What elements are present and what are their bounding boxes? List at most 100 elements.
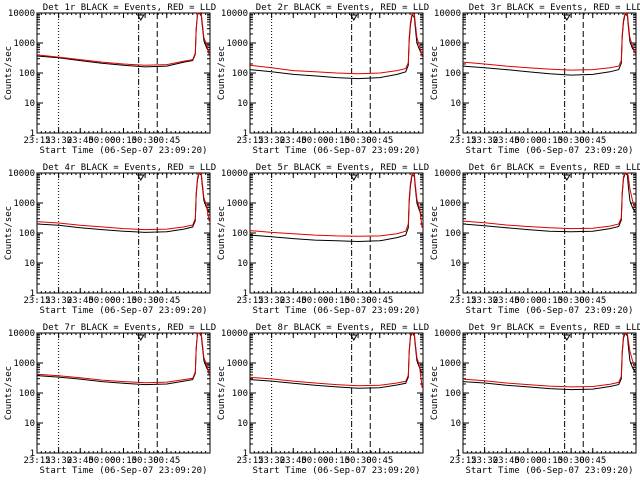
y-tick-label: 10000 — [8, 329, 35, 339]
x-tick-label: 23:30 — [471, 296, 498, 306]
trigger-marker-icon — [136, 334, 145, 341]
x-tick-label: 23:15 — [236, 456, 263, 466]
y-tick-label: 1 — [243, 129, 248, 139]
series-line-events — [36, 12, 210, 68]
y-tick-label: 1 — [456, 129, 461, 139]
y-axis-label: Counts/sec — [217, 46, 227, 100]
x-tick-label: 23:15 — [23, 456, 50, 466]
trigger-marker-icon — [562, 14, 571, 21]
x-tick-label: 00:30 — [345, 136, 372, 146]
x-tick-label: 23:30 — [258, 136, 285, 146]
x-axis-label: Start Time (06-Sep-07 23:09:20) — [466, 466, 634, 476]
x-axis-label: Start Time (06-Sep-07 23:09:20) — [466, 146, 634, 156]
y-axis-label: Counts/sec — [4, 206, 14, 260]
chart-panel-1: Det 1r BLACK = Events, RED = LLD Counts/s… — [4, 3, 216, 156]
x-tick-label: 00:45 — [366, 296, 393, 306]
series-line-lld — [462, 12, 636, 71]
x-tick-label: 23:30 — [258, 296, 285, 306]
y-axis-label: Counts/sec — [217, 366, 227, 420]
y-tick-label: 10 — [24, 99, 35, 109]
x-tick-label: 23:45 — [67, 136, 94, 146]
y-tick-label: 100 — [232, 389, 248, 399]
y-axis-label: Counts/sec — [430, 46, 440, 100]
y-tick-label: 10 — [450, 99, 461, 109]
x-tick-label: 00:15 — [536, 136, 563, 146]
x-tick-label: 00:00 — [88, 456, 115, 466]
y-tick-label: 1 — [243, 449, 248, 459]
y-tick-label: 10000 — [221, 9, 248, 19]
x-tick-label: 00:45 — [366, 456, 393, 466]
y-tick-label: 1000 — [439, 199, 461, 209]
x-tick-label: 23:45 — [280, 136, 307, 146]
x-tick-label: 00:15 — [110, 136, 137, 146]
x-axis-label: Start Time (06-Sep-07 23:09:20) — [466, 306, 634, 316]
x-tick-label: 00:15 — [323, 136, 350, 146]
y-tick-label: 10 — [450, 419, 461, 429]
series-line-events — [36, 332, 210, 386]
chart-panel-8: Det 8r BLACK = Events, RED = LLD Counts/s… — [217, 323, 429, 476]
y-tick-label: 100 — [232, 229, 248, 239]
chart-panel-2: Det 2r BLACK = Events, RED = LLD Counts/s… — [217, 3, 429, 156]
chart-title: Det 1r BLACK = Events, RED = LLD — [43, 3, 216, 13]
y-axis-label: Counts/sec — [430, 366, 440, 420]
y-tick-label: 100 — [445, 389, 461, 399]
chart-panel-9: Det 9r BLACK = Events, RED = LLD Counts/s… — [430, 323, 640, 476]
y-tick-label: 1000 — [439, 39, 461, 49]
x-tick-label: 23:45 — [493, 296, 520, 306]
y-tick-label: 10000 — [8, 169, 35, 179]
series-line-lld — [249, 332, 423, 388]
x-axis-label: Start Time (06-Sep-07 23:09:20) — [253, 466, 421, 476]
x-tick-label: 00:30 — [345, 456, 372, 466]
y-axis-label: Counts/sec — [430, 206, 440, 260]
plot-frame — [462, 332, 637, 454]
chart-title: Det 8r BLACK = Events, RED = LLD — [256, 323, 429, 333]
y-tick-label: 100 — [445, 69, 461, 79]
x-tick-label: 23:30 — [45, 456, 72, 466]
x-tick-label: 00:00 — [88, 296, 115, 306]
y-axis-label: Counts/sec — [4, 366, 14, 420]
x-tick-label: 23:15 — [236, 136, 263, 146]
y-tick-label: 10 — [24, 259, 35, 269]
plot-frame — [36, 332, 211, 454]
chart-title: Det 4r BLACK = Events, RED = LLD — [43, 163, 216, 173]
y-tick-label: 1 — [30, 129, 35, 139]
chart-panel-4: Det 4r BLACK = Events, RED = LLD Counts/s… — [4, 163, 216, 316]
chart-title: Det 7r BLACK = Events, RED = LLD — [43, 323, 216, 333]
x-axis-label: Start Time (06-Sep-07 23:09:20) — [40, 146, 208, 156]
chart-title: Det 6r BLACK = Events, RED = LLD — [469, 163, 640, 173]
x-tick-label: 00:30 — [558, 136, 585, 146]
y-tick-label: 1000 — [226, 359, 248, 369]
y-tick-label: 1000 — [226, 199, 248, 209]
series-line-lld — [249, 12, 423, 75]
y-tick-label: 100 — [19, 229, 35, 239]
trigger-marker-icon — [136, 174, 145, 181]
y-tick-label: 1000 — [13, 39, 35, 49]
x-tick-label: 00:00 — [301, 296, 328, 306]
y-axis-label: Counts/sec — [4, 46, 14, 100]
x-tick-label: 23:15 — [23, 296, 50, 306]
chart-panel-7: Det 7r BLACK = Events, RED = LLD Counts/s… — [4, 323, 216, 476]
x-tick-label: 23:45 — [493, 136, 520, 146]
x-tick-label: 00:00 — [301, 136, 328, 146]
y-tick-label: 10000 — [221, 169, 248, 179]
series-line-lld — [462, 332, 636, 388]
x-tick-label: 23:45 — [280, 456, 307, 466]
series-line-events — [249, 13, 423, 80]
plot-frame — [462, 172, 637, 294]
x-axis-label: Start Time (06-Sep-07 23:09:20) — [40, 306, 208, 316]
y-tick-label: 1 — [30, 289, 35, 299]
y-tick-label: 1 — [30, 449, 35, 459]
chart-panel-5: Det 5r BLACK = Events, RED = LLD Counts/s… — [217, 163, 429, 316]
x-tick-label: 00:45 — [579, 296, 606, 306]
y-tick-label: 100 — [19, 69, 35, 79]
x-tick-label: 00:15 — [323, 456, 350, 466]
trigger-marker-icon — [562, 334, 571, 341]
x-tick-label: 00:30 — [558, 296, 585, 306]
series-line-lld — [36, 12, 210, 66]
plot-frame — [462, 12, 637, 134]
plot-frame — [36, 12, 211, 134]
chart-title: Det 5r BLACK = Events, RED = LLD — [256, 163, 429, 173]
y-tick-label: 10 — [237, 419, 248, 429]
chart-panel-3: Det 3r BLACK = Events, RED = LLD Counts/s… — [430, 3, 640, 156]
